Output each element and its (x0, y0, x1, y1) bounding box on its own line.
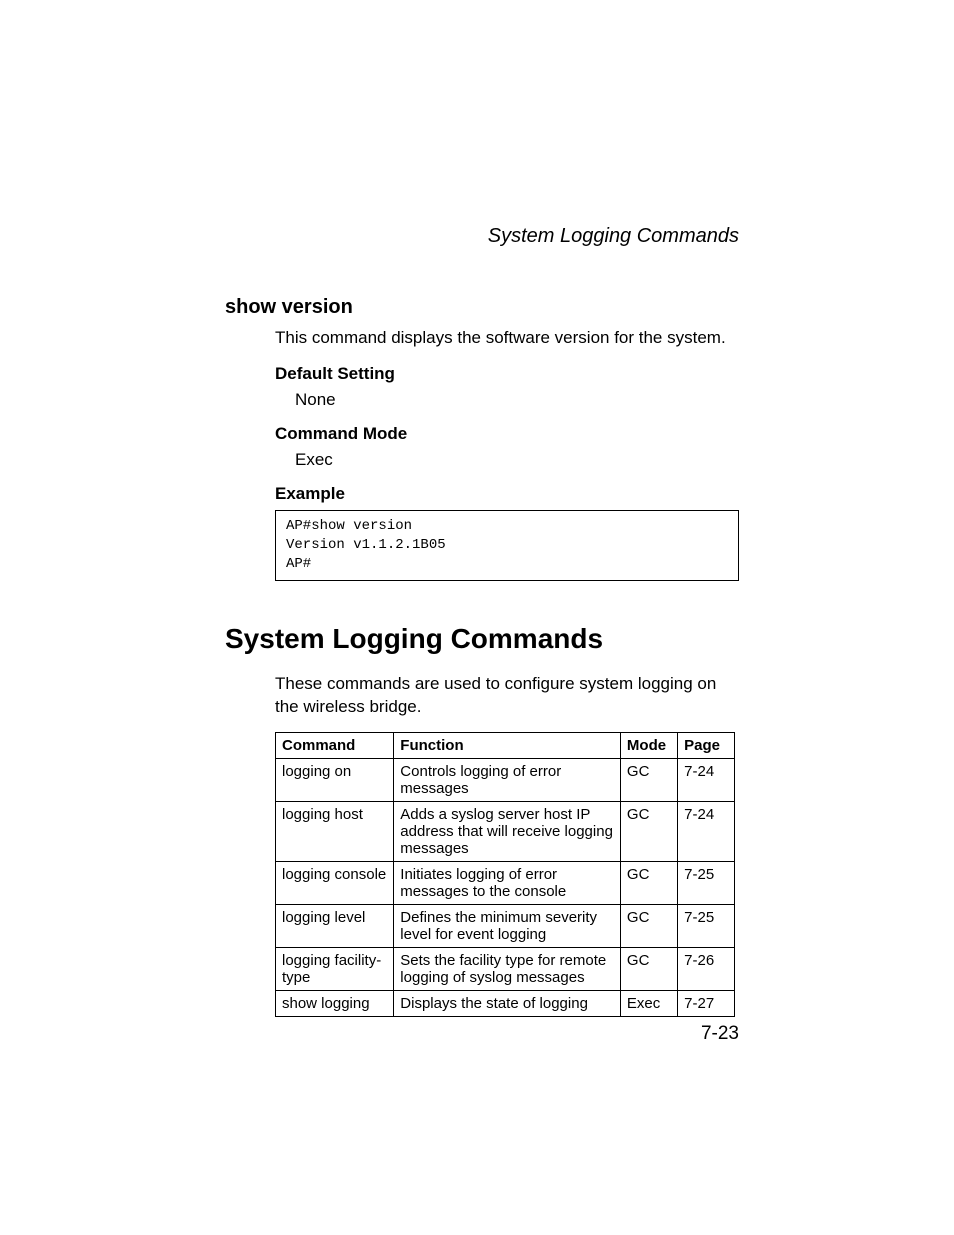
default-setting-value: None (295, 390, 739, 410)
cell-mode: GC (620, 759, 677, 802)
table-row: logging level Defines the minimum severi… (276, 905, 735, 948)
command-mode-value: Exec (295, 450, 739, 470)
table-row: logging host Adds a syslog server host I… (276, 802, 735, 862)
cell-mode: GC (620, 948, 677, 991)
cell-page: 7-24 (678, 802, 735, 862)
section-intro: These commands are used to configure sys… (275, 673, 739, 719)
cell-command: logging level (276, 905, 394, 948)
page-container: System Logging Commands show version Thi… (0, 0, 954, 1235)
table-row: show logging Displays the state of loggi… (276, 991, 735, 1017)
th-function: Function (394, 733, 621, 759)
cell-page: 7-27 (678, 991, 735, 1017)
cell-command: logging on (276, 759, 394, 802)
example-code: AP#show version Version v1.1.2.1B05 AP# (275, 510, 739, 581)
command-title: show version (225, 296, 739, 319)
section-title: System Logging Commands (225, 623, 739, 655)
table-row: logging console Initiates logging of err… (276, 862, 735, 905)
cell-function: Sets the facility type for remote loggin… (394, 948, 621, 991)
table-row: logging facility-type Sets the facility … (276, 948, 735, 991)
cell-mode: GC (620, 862, 677, 905)
cell-page: 7-25 (678, 905, 735, 948)
cell-page: 7-24 (678, 759, 735, 802)
cell-function: Displays the state of logging (394, 991, 621, 1017)
command-mode-label: Command Mode (275, 424, 739, 444)
cell-mode: Exec (620, 991, 677, 1017)
example-label: Example (275, 484, 739, 504)
cell-function: Controls logging of error messages (394, 759, 621, 802)
commands-table: Command Function Mode Page logging on Co… (275, 732, 735, 1017)
table-row: logging on Controls logging of error mes… (276, 759, 735, 802)
cell-command: logging host (276, 802, 394, 862)
page-number: 7-23 (701, 1023, 739, 1045)
th-mode: Mode (620, 733, 677, 759)
cell-command: logging facility-type (276, 948, 394, 991)
cell-command: logging console (276, 862, 394, 905)
cell-function: Defines the minimum severity level for e… (394, 905, 621, 948)
cell-page: 7-25 (678, 862, 735, 905)
cell-function: Initiates logging of error messages to t… (394, 862, 621, 905)
cell-page: 7-26 (678, 948, 735, 991)
cell-function: Adds a syslog server host IP address tha… (394, 802, 621, 862)
running-header: System Logging Commands (235, 225, 739, 248)
cell-command: show logging (276, 991, 394, 1017)
table-header-row: Command Function Mode Page (276, 733, 735, 759)
cell-mode: GC (620, 905, 677, 948)
th-page: Page (678, 733, 735, 759)
default-setting-label: Default Setting (275, 364, 739, 384)
cell-mode: GC (620, 802, 677, 862)
th-command: Command (276, 733, 394, 759)
command-description: This command displays the software versi… (275, 327, 739, 350)
